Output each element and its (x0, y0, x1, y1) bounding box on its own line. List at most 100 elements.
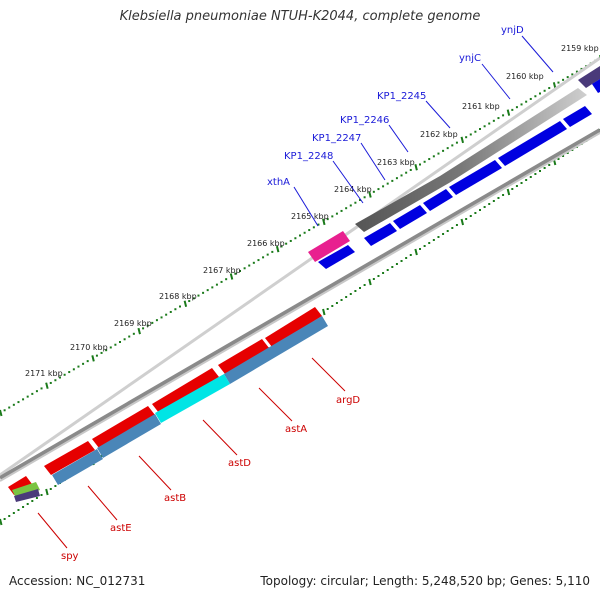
inner-minor-tick (562, 155, 565, 157)
leader-line (293, 186, 319, 227)
gene-labels: ynjD ynjC KP1_2245 KP1_2246 KP1_2247 KP1_2248… (37, 25, 554, 562)
outer-minor-tick (151, 321, 154, 324)
cds-astD[interactable] (152, 368, 219, 413)
outer-minor-tick (442, 149, 445, 152)
outer-minor-tick (26, 395, 29, 398)
outer-minor-tick (59, 376, 61, 379)
leader-line (37, 512, 68, 549)
gene-label[interactable]: KP1_2248 (284, 151, 333, 162)
accession-text: Accession: NC_012731 (9, 574, 146, 588)
inner-minor-tick (335, 302, 338, 304)
inner-minor-tick (442, 233, 445, 235)
tick-label: 2161 kbp (462, 102, 500, 111)
inner-minor-tick (432, 239, 435, 241)
map-title: Klebsiella pneumoniae NTUH-K2044, comple… (119, 9, 481, 24)
outer-tick-track (0, 55, 600, 417)
outer-minor-tick (12, 403, 15, 406)
outer-minor-tick (63, 373, 66, 376)
reverse-feature-track[interactable] (12, 316, 328, 502)
outer-minor-tick (354, 201, 357, 204)
outer-major-tick (460, 136, 465, 144)
outer-minor-tick (405, 171, 408, 174)
gene-label[interactable]: astA (285, 424, 307, 435)
cds-astB[interactable] (92, 406, 155, 448)
inner-minor-tick (497, 197, 500, 199)
outer-minor-tick (220, 280, 223, 283)
outer-minor-tick (234, 272, 237, 275)
inner-minor-tick (100, 455, 103, 457)
cds-KP1_2245[interactable] (449, 160, 502, 195)
feature-steelblue-3[interactable] (52, 449, 103, 485)
cds-astE[interactable] (44, 441, 95, 475)
gene-label[interactable]: KP1_2247 (312, 133, 361, 144)
gene-label[interactable]: spy (61, 551, 79, 562)
outer-minor-tick (419, 163, 421, 166)
feature-multi[interactable] (12, 482, 40, 498)
cds-ynjD[interactable] (563, 106, 592, 127)
outer-minor-tick (446, 147, 449, 150)
outer-minor-tick (575, 70, 578, 73)
outer-minor-tick (511, 108, 514, 111)
leader-line (311, 357, 346, 392)
tick-label: 2166 kbp (247, 239, 285, 248)
cds-argD[interactable] (265, 307, 322, 347)
inner-minor-tick (492, 200, 495, 202)
feature-cyan[interactable] (155, 374, 230, 423)
cds-KP1_2246[interactable] (423, 189, 453, 211)
outer-minor-tick (488, 122, 491, 125)
cds-xthA[interactable] (318, 245, 355, 269)
tick-label: 2167 kbp (203, 266, 241, 275)
outer-minor-tick (8, 406, 11, 409)
inner-minor-tick (400, 260, 403, 262)
cds-KP1_2248[interactable] (364, 223, 397, 246)
outer-minor-tick (326, 218, 329, 221)
cds-ynjD-extra[interactable] (592, 79, 600, 93)
inner-minor-tick (520, 182, 523, 184)
outer-major-tick (183, 300, 188, 308)
gene-label[interactable]: KP1_2246 (340, 115, 389, 126)
outer-minor-tick (349, 204, 352, 207)
reverse-cds-track[interactable] (8, 307, 322, 495)
inner-minor-tick (391, 266, 394, 268)
inner-minor-tick (557, 158, 560, 160)
feature-steelblue-2[interactable] (97, 414, 161, 458)
feature-multi-2[interactable] (14, 489, 40, 502)
outer-minor-tick (359, 199, 361, 201)
gene-label[interactable]: ynjD (501, 25, 524, 36)
outer-major-tick (552, 82, 557, 89)
inner-minor-tick (483, 206, 486, 208)
outer-minor-tick (474, 130, 477, 133)
forward-cds-track[interactable] (308, 79, 600, 269)
gene-label[interactable]: argD (336, 395, 360, 406)
inner-minor-tick (451, 227, 454, 229)
gene-label[interactable]: ynjC (459, 53, 481, 64)
feature-steelblue-1[interactable] (224, 316, 328, 384)
outer-major-tick (0, 409, 3, 417)
inner-minor-tick (474, 212, 477, 214)
outer-major-tick (322, 218, 326, 226)
outer-minor-tick (248, 264, 251, 267)
gene-label[interactable]: KP1_2245 (377, 91, 426, 102)
gene-label[interactable]: astB (164, 493, 186, 504)
cds-KP1_2247[interactable] (393, 205, 427, 229)
inner-minor-tick (548, 164, 551, 166)
outer-minor-tick (483, 125, 486, 128)
inner-major-tick (0, 518, 3, 526)
outer-major-tick (275, 245, 280, 253)
cds-astA[interactable] (218, 339, 269, 374)
gene-label[interactable]: xthA (267, 177, 290, 188)
inner-minor-tick (488, 203, 491, 205)
outer-minor-tick (35, 390, 38, 393)
outer-minor-tick (202, 291, 205, 294)
leader-line (481, 63, 511, 100)
inner-major-tick (414, 248, 418, 256)
gene-label[interactable]: astD (228, 458, 251, 469)
gene-label[interactable]: astE (110, 523, 132, 534)
outer-minor-tick (109, 346, 112, 349)
cds-ynjC[interactable] (498, 121, 567, 166)
pink-feature[interactable] (308, 231, 350, 262)
outer-minor-tick (17, 401, 20, 404)
leader-line (138, 455, 172, 491)
